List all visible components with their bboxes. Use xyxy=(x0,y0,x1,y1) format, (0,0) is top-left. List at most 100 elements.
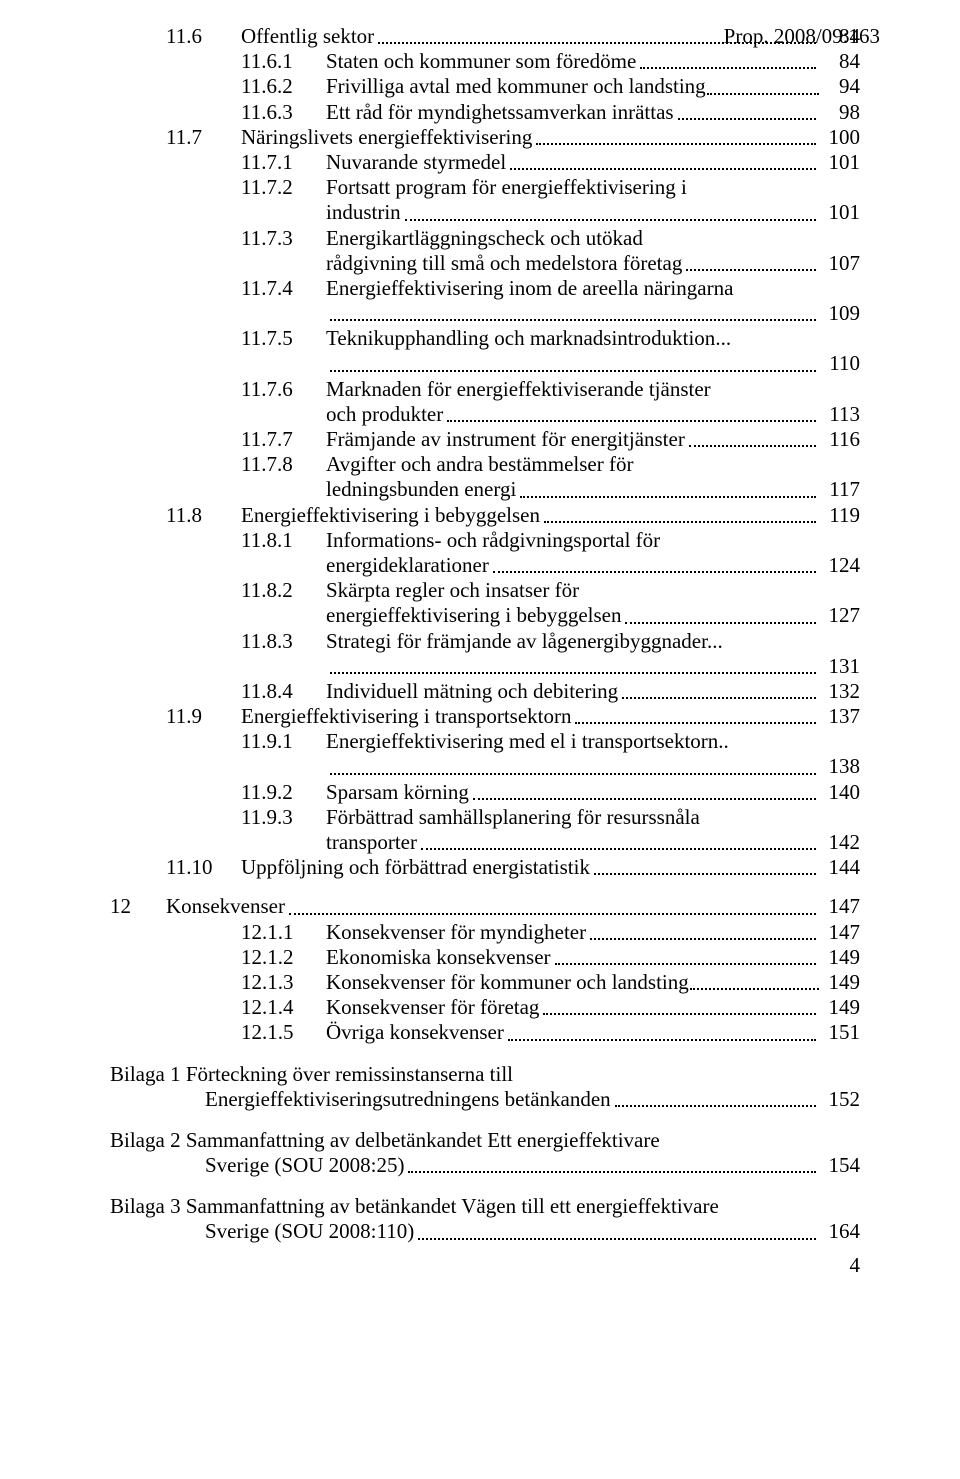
leader-dots xyxy=(594,873,816,875)
toc-text-cont: energieffektivisering i bebyggelsen xyxy=(326,603,621,628)
toc-text-cont: transporter xyxy=(326,830,417,855)
table-of-contents: 11.6Offentlig sektor8411.6.1Staten och k… xyxy=(110,24,860,1046)
toc-row: 11.9.3Förbättrad samhällsplanering för r… xyxy=(110,805,860,830)
toc-number: 11.8.4 xyxy=(241,679,326,704)
appendix-row: Bilaga 1 Förteckning över remissinstanse… xyxy=(110,1062,860,1087)
toc-page: 149 xyxy=(820,970,860,995)
toc-page: 100 xyxy=(820,125,860,150)
toc-text: Energieffektivisering inom de areella nä… xyxy=(326,276,733,301)
appendix-row: Sverige (SOU 2008:110)164 xyxy=(110,1219,860,1244)
appendix-row: Energieffektiviseringsutredningens betän… xyxy=(110,1087,860,1112)
toc-text: Konsekvenser för företag xyxy=(326,995,539,1020)
toc-text: Frivilliga avtal med kommuner och landst… xyxy=(326,74,706,99)
leader-dots xyxy=(447,420,816,422)
toc-page: 101 xyxy=(820,200,860,225)
leader-dots xyxy=(686,269,816,271)
toc-page: 109 xyxy=(820,301,860,326)
toc-page: 138 xyxy=(820,754,860,779)
page-number: 4 xyxy=(110,1253,860,1278)
toc-text: Sparsam körning xyxy=(326,780,469,805)
toc-page: 101 xyxy=(820,150,860,175)
toc-text: Övriga konsekvenser xyxy=(326,1020,504,1045)
toc-number: 12.1.5 xyxy=(241,1020,326,1045)
toc-row: 138 xyxy=(110,754,860,779)
toc-text-cont: industrin xyxy=(326,200,401,225)
toc-number: 11.7.3 xyxy=(241,226,326,251)
leader-dots xyxy=(615,1105,816,1107)
toc-number: 11.9 xyxy=(166,704,241,729)
leader-dots xyxy=(689,445,816,447)
toc-number: 11.7.6 xyxy=(241,377,326,402)
toc-number: 11.10 xyxy=(166,855,241,880)
toc-page: 131 xyxy=(820,654,860,679)
toc-page: 149 xyxy=(820,945,860,970)
toc-row: och produkter 113 xyxy=(110,402,860,427)
toc-text: Främjande av instrument för energitjänst… xyxy=(326,427,685,452)
toc-page: 132 xyxy=(820,679,860,704)
toc-row: 11.8.2Skärpta regler och insatser för xyxy=(110,578,860,603)
toc-row: energieffektivisering i bebyggelsen 127 xyxy=(110,603,860,628)
toc-row: transporter142 xyxy=(110,830,860,855)
toc-page: 137 xyxy=(820,704,860,729)
leader-dots xyxy=(590,938,816,940)
toc-text: Energieffektivisering med el i transport… xyxy=(326,729,729,754)
proposition-label: Prop. 2008/09:163 xyxy=(724,24,880,49)
leader-dots xyxy=(473,798,816,800)
leader-dots xyxy=(575,722,816,724)
toc-number: 12.1.1 xyxy=(241,920,326,945)
toc-number: 12.1.4 xyxy=(241,995,326,1020)
toc-text-cont: ledningsbunden energi xyxy=(326,477,516,502)
toc-row: 11.8.3Strategi för främjande av lågenerg… xyxy=(110,629,860,654)
appendix-text-cont: Energieffektiviseringsutredningens betän… xyxy=(205,1087,611,1112)
toc-text: Konsekvenser för myndigheter xyxy=(326,920,586,945)
toc-row: 11.8.1Informations- och rådgivningsporta… xyxy=(110,528,860,553)
toc-row: 12.1.1Konsekvenser för myndigheter147 xyxy=(110,920,860,945)
toc-page: 144 xyxy=(820,855,860,880)
appendix-row: Bilaga 3 Sammanfattning av betänkandet V… xyxy=(110,1194,860,1219)
leader-dots xyxy=(508,1039,816,1041)
toc-text: Fortsatt program för energieffektiviseri… xyxy=(326,175,687,200)
toc-page: 84 xyxy=(820,49,860,74)
toc-row: 12.1.4Konsekvenser för företag149 xyxy=(110,995,860,1020)
toc-number: 11.9.3 xyxy=(241,805,326,830)
toc-text-cont: rådgivning till små och medelstora föret… xyxy=(326,251,682,276)
toc-row: 12.1.2Ekonomiska konsekvenser149 xyxy=(110,945,860,970)
toc-number: 11.8 xyxy=(166,503,241,528)
toc-text: Staten och kommuner som föredöme xyxy=(326,49,636,74)
leader-dots xyxy=(625,622,816,624)
toc-text: Marknaden för energieffektiviserande tjä… xyxy=(326,377,711,402)
leader-dots xyxy=(330,319,816,321)
toc-text: Skärpta regler och insatser för xyxy=(326,578,579,603)
leader-dots xyxy=(690,988,819,990)
toc-number: 11.7.7 xyxy=(241,427,326,452)
toc-row: 11.7.3Energikartläggningscheck och utöka… xyxy=(110,226,860,251)
toc-row: 11.8Energieffektivisering i bebyggelsen1… xyxy=(110,503,860,528)
appendix-text: Bilaga 2 Sammanfattning av delbetänkande… xyxy=(110,1128,660,1153)
toc-row: 11.7.2Fortsatt program för energieffekti… xyxy=(110,175,860,200)
toc-page: 110 xyxy=(820,351,860,376)
toc-number: 11.9.1 xyxy=(241,729,326,754)
toc-page: 94 xyxy=(820,74,860,99)
toc-number: 11.9.2 xyxy=(241,780,326,805)
toc-text: Offentlig sektor xyxy=(241,24,374,49)
appendix-page: 164 xyxy=(820,1219,860,1244)
toc-page: 113 xyxy=(820,402,860,427)
leader-dots xyxy=(330,672,816,674)
leader-dots xyxy=(493,571,816,573)
leader-dots xyxy=(678,118,816,120)
toc-page: 127 xyxy=(820,603,860,628)
toc-number: 11.7.8 xyxy=(241,452,326,477)
toc-row: 11.9.1Energieffektivisering med el i tra… xyxy=(110,729,860,754)
toc-row: 11.7.7Främjande av instrument för energi… xyxy=(110,427,860,452)
appendix-list: Bilaga 1 Förteckning över remissinstanse… xyxy=(110,1046,860,1245)
toc-text-cont: och produkter xyxy=(326,402,443,427)
toc-page: 147 xyxy=(820,894,860,919)
toc-row: 109 xyxy=(110,301,860,326)
toc-number: 11.8.2 xyxy=(241,578,326,603)
toc-text: Konsekvenser för kommuner och landsting xyxy=(326,970,689,995)
toc-row: 11.10Uppföljning och förbättrad energist… xyxy=(110,855,860,880)
toc-number: 11.7.1 xyxy=(241,150,326,175)
toc-page: 116 xyxy=(820,427,860,452)
leader-dots xyxy=(543,1013,816,1015)
toc-page: 98 xyxy=(820,100,860,125)
